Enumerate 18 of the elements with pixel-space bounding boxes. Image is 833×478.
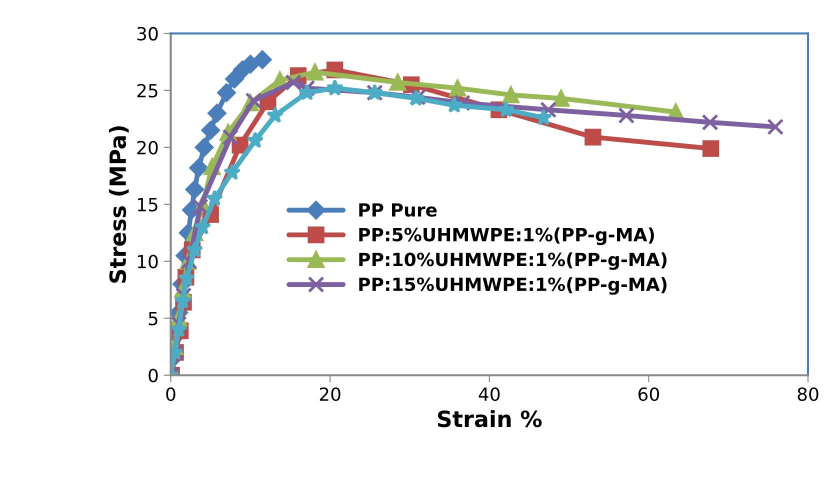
x-axis-title: Strain % bbox=[438, 410, 542, 428]
y-tick-label: 0 bbox=[148, 368, 158, 382]
y-tick-label: 25 bbox=[137, 84, 158, 98]
x-tick-label: 40 bbox=[478, 387, 500, 402]
legend-label: PP:5%UHMWPE:1%(PP-g-MA) bbox=[359, 228, 654, 246]
legend-label: PP:10%UHMWPE:1%(PP-g-MA) bbox=[359, 252, 667, 270]
y-tick-label: 5 bbox=[148, 312, 158, 326]
x-tick-label: 60 bbox=[638, 387, 659, 402]
y-tick-label: 20 bbox=[137, 140, 158, 154]
x-tick-label: 80 bbox=[798, 387, 818, 402]
y-tick-label: 15 bbox=[138, 198, 158, 212]
legend-label: PP:15%UHMWPE:1%(PP-g-MA) bbox=[359, 277, 667, 295]
y-tick-label: 10 bbox=[138, 254, 158, 268]
legend-label: PP Pure bbox=[359, 203, 437, 217]
x-tick-label: 0 bbox=[166, 387, 176, 402]
x-tick-label: 20 bbox=[320, 387, 340, 402]
y-axis-title: Stress (MPa) bbox=[108, 126, 129, 283]
y-tick-label: 30 bbox=[137, 26, 158, 41]
